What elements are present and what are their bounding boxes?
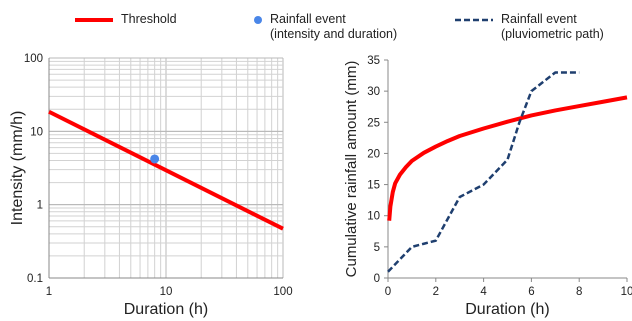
y-tick-label: 100 — [24, 53, 43, 65]
y-tick-label: 0.1 — [27, 273, 43, 285]
legend-item-threshold: Threshold — [73, 12, 177, 28]
y-axis-label: Cumulative rainfall amount (mm) — [343, 61, 360, 278]
y-tick-label: 35 — [367, 55, 380, 67]
legend-path-swatch — [455, 18, 493, 22]
chart-legend: Threshold Rainfall event (intensity and … — [0, 0, 632, 48]
legend-item-event-path: Rainfall event (pluviometric path) — [453, 12, 604, 42]
pluviometric-path-line — [387, 71, 580, 273]
legend-label-event-marker: Rainfall event (intensity and duration) — [270, 12, 398, 41]
x-tick-label: 1 — [46, 286, 52, 298]
legend-label-threshold: Threshold — [121, 12, 177, 26]
threshold-line — [48, 109, 284, 231]
rainfall-event-point — [150, 154, 160, 164]
y-axis-label: Intensity (mm/h) — [9, 111, 26, 226]
x-axis-label: Duration (h) — [124, 301, 208, 318]
legend-marker-swatch — [254, 16, 262, 24]
x-tick-label: 2 — [433, 286, 439, 298]
y-tick-label: 10 — [367, 211, 380, 223]
y-tick-label: 5 — [374, 242, 380, 254]
y-tick-label: 25 — [367, 117, 380, 129]
y-tick-label: 1 — [37, 200, 43, 212]
threshold-curve — [387, 95, 628, 221]
y-tick-label: 30 — [367, 86, 380, 98]
y-tick-label: 15 — [367, 180, 380, 192]
legend-label-event-path: Rainfall event (pluviometric path) — [501, 12, 604, 41]
legend-item-event-marker: Rainfall event (intensity and duration) — [250, 12, 397, 42]
x-axis-label: Duration (h) — [465, 301, 549, 318]
x-tick-label: 100 — [273, 286, 292, 298]
legend-threshold-swatch — [75, 18, 113, 22]
y-tick-label: 10 — [30, 126, 43, 138]
cumulative-rainfall-chart: 0 2 4 6 8 10 0 5 10 15 20 25 30 35 Duration (h) Cumulat… — [343, 55, 632, 318]
x-tick-label: 4 — [480, 286, 487, 298]
y-tick-label: 20 — [367, 148, 380, 160]
x-tick-label: 6 — [528, 286, 534, 298]
y-tick-label: 0 — [374, 273, 380, 285]
x-tick-label: 0 — [385, 286, 391, 298]
x-tick-label: 8 — [576, 286, 582, 298]
x-tick-label: 10 — [621, 286, 632, 298]
x-tick-label: 10 — [160, 286, 173, 298]
